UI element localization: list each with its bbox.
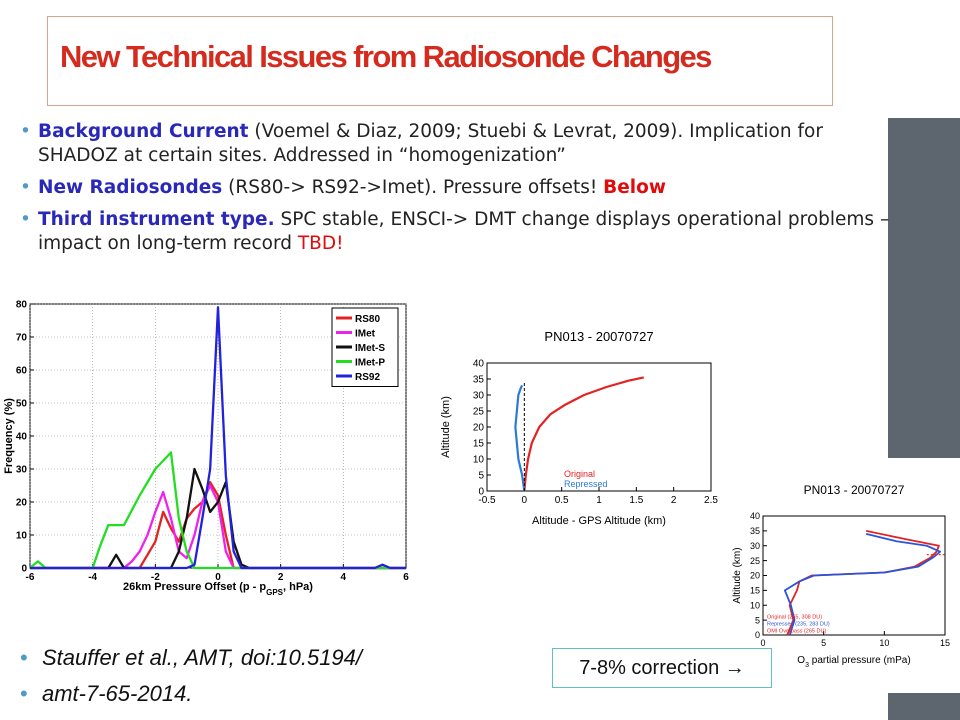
legend-label: RS80 xyxy=(355,314,380,325)
y-tick-label: 40 xyxy=(750,511,760,521)
x-tick-label: 0 xyxy=(215,572,221,583)
series-line xyxy=(30,467,406,570)
x-tick-label: 10 xyxy=(879,638,889,648)
x-axis-label: O3 partial pressure (mPa) xyxy=(797,655,910,669)
y-tick-label: 35 xyxy=(473,375,485,386)
y-tick-label: 5 xyxy=(478,471,484,482)
y-tick-label: 40 xyxy=(16,432,28,443)
y-tick-label: 0 xyxy=(21,564,27,575)
x-tick-label: 2 xyxy=(671,495,677,506)
legend-label: RS92 xyxy=(355,372,380,383)
sidebar-top xyxy=(888,0,960,120)
legend-box xyxy=(331,307,399,387)
y-tick-label: 15 xyxy=(473,439,485,450)
bullet-text: (RS80-> RS92->Imet). Pressure offsets! xyxy=(222,177,604,198)
correction-note: 7-8% correction → xyxy=(552,648,772,688)
bullet-item: Background Current (Voemel & Diaz, 2009;… xyxy=(20,120,900,168)
legend-label: Repressed xyxy=(564,479,608,489)
y-tick-label: 25 xyxy=(473,407,485,418)
series-line xyxy=(514,384,526,492)
x-tick-label: 15 xyxy=(940,638,950,648)
reference-list: Stauffer et al., AMT, doi:10.5194/ amt-7… xyxy=(20,640,362,712)
x-tick-label: 1 xyxy=(596,495,602,506)
bullet-tail: TBD! xyxy=(297,233,344,254)
y-tick-label: 35 xyxy=(750,526,760,536)
x-tick-label: 2 xyxy=(278,572,284,583)
y-tick-label: 60 xyxy=(16,366,28,377)
x-tick-label: -6 xyxy=(26,572,35,583)
x-tick-label: 1.5 xyxy=(629,495,643,506)
y-tick-label: 30 xyxy=(473,391,485,402)
legend-label: IMet-P xyxy=(355,358,385,369)
y-axis-label: Altitude (km) xyxy=(440,396,452,458)
legend-label: Original xyxy=(564,469,595,479)
page-title: New Technical Issues from Radiosonde Cha… xyxy=(60,39,712,74)
reference-item: Stauffer et al., AMT, doi:10.5194/ xyxy=(20,640,362,676)
y-axis-label: Frequency (%) xyxy=(3,398,15,474)
bullet-text: SPC stable, ENSCI-> DMT change displays … xyxy=(38,209,890,254)
legend-label: IMet xyxy=(355,329,376,340)
y-tick-label: 50 xyxy=(16,399,28,410)
x-tick-label: -4 xyxy=(88,572,97,583)
x-tick-label: 0 xyxy=(760,638,765,648)
legend-label: IMet-S xyxy=(355,343,385,354)
y-tick-label: 25 xyxy=(750,556,760,566)
y-tick-label: 80 xyxy=(16,300,28,311)
bullet-lead: Background Current xyxy=(38,121,249,142)
bullet-lead: Third instrument type. xyxy=(38,209,275,230)
y-tick-label: 20 xyxy=(750,571,760,581)
x-tick-label: 2.5 xyxy=(704,495,718,506)
x-axis-label: Altitude - GPS Altitude (km) xyxy=(532,515,666,527)
y-tick-label: 10 xyxy=(750,600,760,610)
bullet-item: New Radiosondes (RS80-> RS92->Imet). Pre… xyxy=(20,176,900,200)
series-line xyxy=(30,481,406,570)
x-axis-label-sub: GPS xyxy=(266,588,284,597)
bullet-item: Third instrument type. SPC stable, ENSCI… xyxy=(20,208,900,256)
series-line xyxy=(30,306,406,570)
series-line xyxy=(783,532,942,636)
reference-item: amt-7-65-2014. xyxy=(20,676,362,712)
bullet-tail: Below xyxy=(603,177,666,198)
bullet-list: Background Current (Voemel & Diaz, 2009;… xyxy=(20,120,900,264)
bullet-text: (Voemel & Diaz, 2009; Stuebi & Levrat, 2… xyxy=(38,121,823,166)
legend-label: Repressed (235, 283 DU) xyxy=(767,622,830,628)
ozone-profile-chart: 0 5 10 15 0 5 10 15 20 25 30 35 40 PN013 - 20070727 O3… xyxy=(727,458,960,693)
x-tick-label: 0 xyxy=(522,495,528,506)
x-axis-label-sub: 3 xyxy=(805,662,809,669)
y-tick-label: 0 xyxy=(478,487,484,498)
y-tick-label: 0 xyxy=(755,630,760,640)
x-axis-label: 26km Pressure Offset (p - pGPS, hPa) xyxy=(123,581,313,597)
x-tick-label: -0.5 xyxy=(478,495,496,506)
x-tick-label: 0.5 xyxy=(555,495,569,506)
y-tick-label: 20 xyxy=(16,498,28,509)
legend-label: OMI Overpass (265 DU) xyxy=(767,629,826,635)
chart-title: PN013 - 20070727 xyxy=(804,483,905,497)
y-tick-label: 30 xyxy=(16,465,28,476)
x-tick-label: -2 xyxy=(151,572,160,583)
y-axis-label: Altitude (km) xyxy=(732,547,743,603)
series-line xyxy=(523,376,645,492)
x-tick-label: 6 xyxy=(403,572,409,583)
y-tick-label: 40 xyxy=(473,359,485,370)
y-tick-label: 5 xyxy=(755,615,760,625)
bullet-lead: New Radiosondes xyxy=(38,177,223,198)
chart-title: PN013 - 20070727 xyxy=(544,329,653,344)
x-tick-label: 5 xyxy=(821,638,826,648)
y-tick-label: 10 xyxy=(473,455,485,466)
y-tick-label: 70 xyxy=(16,333,28,344)
title-box: New Technical Issues from Radiosonde Cha… xyxy=(47,16,833,106)
y-tick-label: 30 xyxy=(750,541,760,551)
legend-label: Original (255, 308 DU) xyxy=(767,615,822,621)
x-tick-label: 4 xyxy=(341,572,347,583)
y-tick-label: 15 xyxy=(750,586,760,596)
y-tick-label: 10 xyxy=(16,531,28,542)
y-tick-label: 20 xyxy=(473,423,485,434)
